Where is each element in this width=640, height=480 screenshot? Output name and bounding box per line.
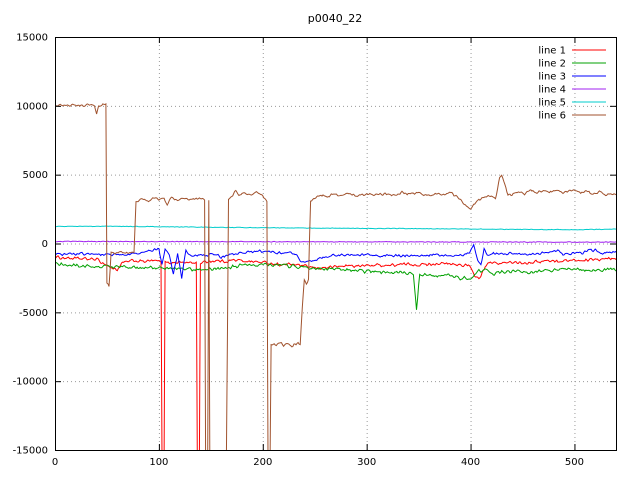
x-tick-label: 500 — [565, 457, 584, 468]
chart-title: p0040_22 — [307, 12, 363, 25]
series-line-4 — [55, 240, 616, 243]
series-line-2 — [55, 261, 616, 310]
legend-label: line 5 — [538, 98, 566, 109]
tick-labels: 0 100 200 300 400 500 -15000 -10000 -5000 0 5000 10… — [13, 33, 584, 469]
y-tick-label: 15000 — [16, 33, 48, 44]
legend-entry-line-5: line 5 — [538, 98, 606, 109]
series-line-6 — [55, 103, 616, 450]
y-tick-label: 10000 — [16, 101, 48, 112]
axes-border — [55, 37, 617, 451]
x-tick-label: 200 — [253, 457, 272, 468]
legend-label: line 6 — [538, 111, 566, 122]
x-tick-label: 100 — [149, 457, 168, 468]
legend-entry-line-4: line 4 — [538, 85, 606, 96]
x-tick-label: 400 — [461, 457, 480, 468]
legend: line 1 line 2 line 3 line 4 line 5 line 6 — [538, 46, 606, 122]
y-tick-label: 5000 — [23, 170, 48, 181]
series-line-3 — [55, 243, 616, 279]
legend-entry-line-2: line 2 — [538, 59, 606, 70]
y-tick-label: -15000 — [13, 446, 48, 457]
series-lines — [55, 103, 616, 450]
series-line-1 — [55, 255, 616, 450]
series-line-5 — [55, 225, 616, 231]
legend-label: line 2 — [538, 59, 566, 70]
y-tick-label: -5000 — [19, 308, 48, 319]
legend-entry-line-3: line 3 — [538, 72, 606, 83]
legend-entry-line-1: line 1 — [538, 46, 606, 57]
legend-label: line 4 — [538, 85, 566, 96]
x-tick-label: 300 — [357, 457, 376, 468]
legend-entry-line-6: line 6 — [538, 111, 606, 122]
y-tick-label: -10000 — [13, 377, 48, 388]
legend-label: line 1 — [538, 46, 566, 57]
grid — [55, 37, 616, 451]
legend-label: line 3 — [538, 72, 566, 83]
x-tick-label: 0 — [52, 457, 58, 468]
y-tick-label: 0 — [42, 239, 48, 250]
